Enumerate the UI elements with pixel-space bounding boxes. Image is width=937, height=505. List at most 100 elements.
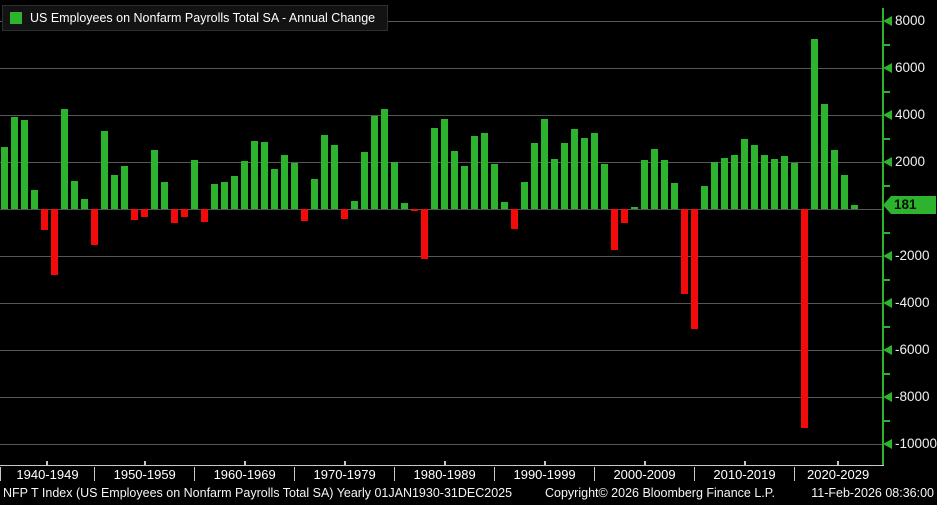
bar-1994 — [540, 119, 548, 210]
bar-1975 — [350, 201, 358, 210]
x-axis-tick — [837, 461, 840, 465]
bar-1980 — [400, 202, 408, 210]
bar-1956 — [160, 182, 168, 210]
legend-label: US Employees on Nonfarm Payrolls Total S… — [30, 11, 376, 25]
y-axis-label--2000: -2000 — [895, 248, 930, 264]
bar-1988 — [480, 132, 488, 210]
x-axis-tick — [543, 461, 546, 465]
bar-1958 — [180, 209, 188, 217]
bar-2014 — [740, 139, 748, 210]
bar-1978 — [380, 109, 388, 210]
y-axis-label--6000: -6000 — [895, 342, 930, 358]
gridline--8000 — [0, 396, 882, 398]
y-tick-arrow-icon — [883, 298, 892, 309]
bar-1992 — [520, 182, 528, 210]
y-minor-tick — [884, 278, 890, 281]
x-axis-tick — [643, 461, 646, 465]
bar-1985 — [450, 150, 458, 210]
bar-2004 — [640, 159, 648, 210]
chart-plot-area[interactable] — [0, 0, 882, 465]
badge-arrow-icon — [883, 196, 891, 215]
bar-2002 — [620, 209, 628, 223]
bar-1995 — [550, 159, 558, 210]
y-minor-tick — [884, 43, 890, 46]
x-axis-label-1960-1969: 1960-1969 — [213, 467, 276, 482]
bar-1999 — [590, 133, 598, 210]
bar-2001 — [610, 209, 618, 251]
x-axis-separator — [294, 467, 296, 481]
status-datetime: 11-Feb-2026 08:36:00 — [811, 486, 934, 500]
x-axis-label-1950-1959: 1950-1959 — [113, 467, 176, 482]
bar-1998 — [580, 138, 588, 210]
bar-1951 — [110, 175, 118, 210]
x-axis-label-1990-1999: 1990-1999 — [513, 467, 576, 482]
y-minor-tick — [884, 419, 890, 422]
y-axis-label--10000: -10000 — [895, 436, 937, 452]
bar-1949 — [90, 209, 98, 245]
y-minor-tick — [884, 231, 890, 234]
x-axis-tick — [743, 461, 746, 465]
bar-2017 — [770, 159, 778, 210]
bar-1972 — [320, 135, 328, 210]
bar-2012 — [720, 158, 728, 210]
x-axis-tick — [143, 461, 146, 465]
bar-1942 — [20, 119, 28, 210]
bar-2022 — [820, 103, 828, 210]
legend-swatch-icon — [10, 12, 22, 24]
y-tick-arrow-icon — [883, 439, 892, 450]
y-axis-label-2000: 2000 — [895, 154, 926, 170]
x-axis-label-1940-1949: 1940-1949 — [16, 467, 79, 482]
x-axis-tick — [243, 461, 246, 465]
bar-1969 — [290, 163, 298, 210]
x-axis-tick — [343, 461, 346, 465]
bar-1977 — [370, 115, 378, 210]
y-tick-arrow-icon — [883, 157, 892, 168]
bar-2000 — [600, 164, 608, 210]
bar-1948 — [80, 198, 88, 210]
y-axis-label--4000: -4000 — [895, 295, 930, 311]
status-copyright: Copyright© 2026 Bloomberg Finance L.P. — [545, 486, 775, 500]
bar-1953 — [130, 209, 138, 221]
bar-2008 — [680, 209, 688, 294]
x-axis-separator — [694, 467, 696, 481]
bar-2003 — [630, 206, 638, 210]
bar-1986 — [460, 165, 468, 210]
bar-1984 — [440, 119, 448, 210]
y-tick-arrow-icon — [883, 16, 892, 27]
bar-1974 — [340, 209, 348, 220]
x-axis-line — [0, 465, 884, 466]
gridline-8000 — [0, 20, 882, 22]
y-axis: 8000 6000 4000 2000 -2000 -4000 -6000 -8000 -100… — [882, 0, 937, 503]
bar-2016 — [760, 154, 768, 210]
y-minor-tick — [884, 372, 890, 375]
bar-1961 — [210, 183, 218, 210]
x-axis-separator — [494, 467, 496, 481]
x-axis-separator — [0, 467, 1, 481]
bar-1952 — [120, 165, 128, 210]
bar-2020 — [800, 209, 808, 429]
gridline--6000 — [0, 349, 882, 351]
gridline--2000 — [0, 255, 882, 257]
bar-1959 — [190, 159, 198, 210]
bar-1944 — [40, 209, 48, 230]
y-axis-label--8000: -8000 — [895, 389, 930, 405]
bar-2024 — [840, 174, 848, 210]
chart-legend-item[interactable]: US Employees on Nonfarm Payrolls Total S… — [2, 5, 389, 31]
bar-1987 — [470, 135, 478, 210]
x-axis-separator — [794, 467, 796, 481]
bar-1979 — [390, 161, 398, 210]
bar-1940 — [1, 147, 8, 210]
bar-2019 — [790, 162, 798, 210]
y-axis-label-8000: 8000 — [895, 13, 926, 29]
bar-1957 — [170, 209, 178, 223]
bar-1976 — [360, 151, 368, 210]
x-axis-label-1970-1979: 1970-1979 — [313, 467, 376, 482]
bar-2013 — [730, 154, 738, 210]
bar-1963 — [230, 176, 238, 210]
x-axis-tick — [443, 461, 446, 465]
bar-1982 — [420, 209, 428, 260]
bar-1996 — [560, 143, 568, 210]
bar-1971 — [310, 178, 318, 210]
bar-1954 — [140, 209, 148, 217]
